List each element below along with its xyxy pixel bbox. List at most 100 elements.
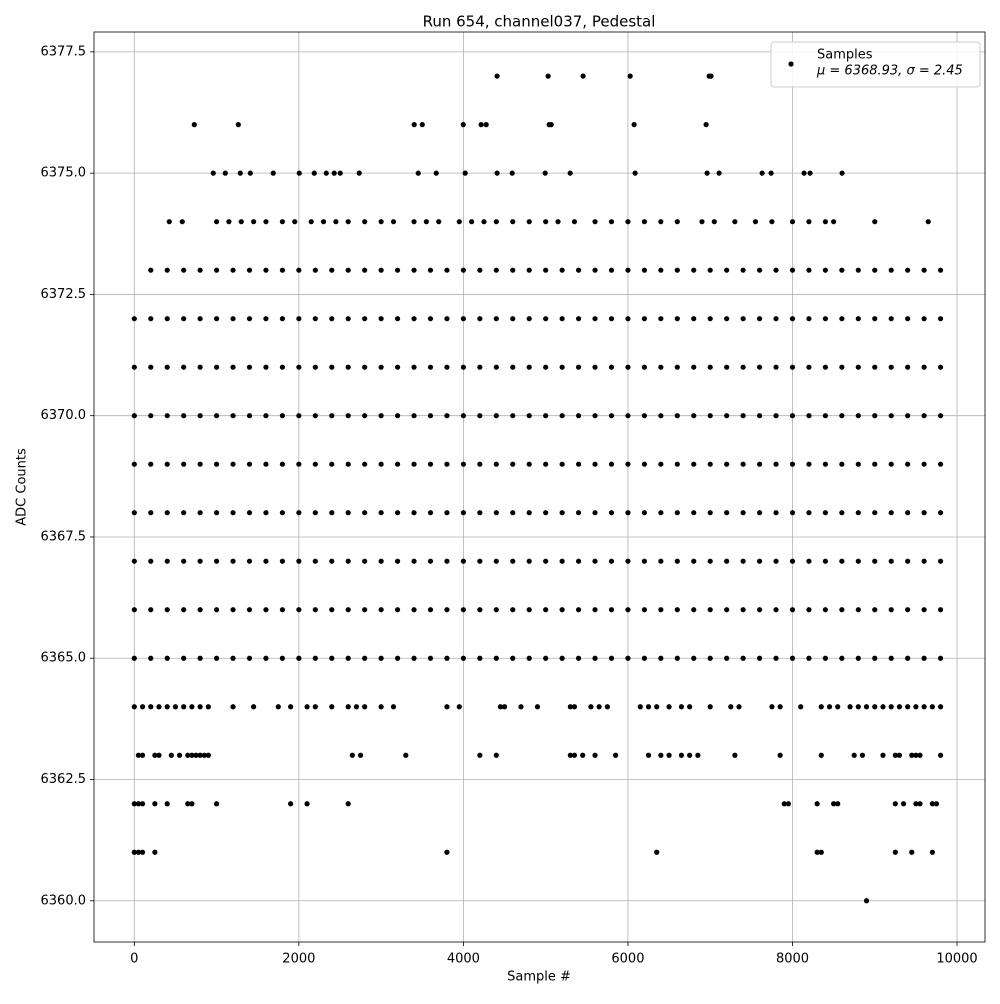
- data-point: [477, 655, 483, 661]
- data-point: [349, 752, 355, 758]
- data-point: [625, 316, 631, 322]
- data-point: [872, 364, 878, 370]
- data-point: [176, 752, 183, 758]
- data-point: [880, 704, 886, 710]
- y-axis-label: ADC Counts: [15, 448, 30, 526]
- data-point: [518, 704, 524, 710]
- data-point: [362, 413, 368, 419]
- data-point: [937, 413, 944, 419]
- data-point: [773, 461, 779, 467]
- data-point: [164, 607, 170, 613]
- data-point: [707, 461, 713, 467]
- data-point: [806, 607, 812, 613]
- data-point: [674, 558, 680, 564]
- data-point: [892, 849, 898, 855]
- data-point: [608, 316, 615, 322]
- data-point: [411, 267, 417, 273]
- data-point: [789, 607, 796, 613]
- data-point: [181, 655, 187, 661]
- data-point: [477, 558, 483, 564]
- data-point: [312, 607, 318, 613]
- data-point: [345, 607, 351, 613]
- data-point: [691, 655, 697, 661]
- data-point: [345, 704, 351, 710]
- data-point: [716, 170, 722, 176]
- data-point: [148, 510, 154, 516]
- data-point: [545, 73, 551, 79]
- data-point: [460, 413, 466, 419]
- data-point: [345, 316, 351, 322]
- data-point: [493, 655, 499, 661]
- data-point: [921, 316, 927, 322]
- data-point: [567, 752, 573, 758]
- data-point: [801, 170, 807, 176]
- data-point: [658, 558, 664, 564]
- data-point: [863, 898, 870, 904]
- data-point: [781, 801, 787, 807]
- data-point: [580, 73, 586, 79]
- data-point: [707, 607, 713, 613]
- data-point: [419, 122, 425, 128]
- data-point: [542, 170, 548, 176]
- data-point: [411, 364, 417, 370]
- data-point: [230, 316, 236, 322]
- legend-box: [770, 41, 981, 88]
- data-point: [888, 316, 894, 322]
- data-point: [477, 461, 483, 467]
- data-point: [900, 801, 907, 807]
- data-point: [510, 413, 516, 419]
- data-point: [756, 413, 763, 419]
- data-point: [707, 364, 713, 370]
- data-point: [394, 413, 401, 419]
- data-point: [378, 558, 384, 564]
- data-point: [740, 461, 746, 467]
- data-point: [156, 704, 162, 710]
- data-point: [789, 510, 796, 516]
- data-point: [559, 413, 565, 419]
- data-point: [855, 655, 861, 661]
- data-point: [131, 316, 137, 322]
- x-tick-label: 4000: [447, 952, 480, 967]
- data-point: [378, 461, 384, 467]
- data-point: [460, 122, 466, 128]
- data-point: [411, 461, 417, 467]
- data-point: [213, 461, 220, 467]
- data-point: [433, 170, 439, 176]
- data-point: [296, 413, 302, 419]
- data-point: [164, 316, 170, 322]
- data-point: [724, 461, 730, 467]
- data-point: [148, 558, 154, 564]
- data-point: [444, 704, 450, 710]
- data-point: [543, 364, 549, 370]
- data-point: [847, 704, 853, 710]
- data-point: [641, 510, 647, 516]
- data-point: [148, 607, 154, 613]
- data-point: [674, 364, 680, 370]
- data-point: [189, 801, 195, 807]
- data-point: [181, 267, 187, 273]
- data-point: [691, 413, 697, 419]
- data-point: [230, 607, 236, 613]
- data-point: [164, 267, 170, 273]
- data-point: [872, 267, 878, 273]
- data-point: [822, 510, 828, 516]
- data-point: [880, 752, 886, 758]
- data-point: [462, 170, 468, 176]
- data-point: [411, 655, 417, 661]
- data-point: [543, 267, 549, 273]
- data-point: [822, 558, 828, 564]
- x-tick-label: 2000: [282, 952, 315, 967]
- data-point: [896, 704, 903, 710]
- data-point: [444, 364, 450, 370]
- data-point: [356, 170, 362, 176]
- data-point: [230, 558, 236, 564]
- data-point: [131, 655, 137, 661]
- data-point: [703, 122, 709, 128]
- data-point: [917, 801, 923, 807]
- data-point: [917, 752, 923, 758]
- data-point: [296, 655, 302, 661]
- data-point: [571, 704, 578, 710]
- data-point: [189, 752, 195, 758]
- data-point: [427, 364, 434, 370]
- data-point: [822, 461, 828, 467]
